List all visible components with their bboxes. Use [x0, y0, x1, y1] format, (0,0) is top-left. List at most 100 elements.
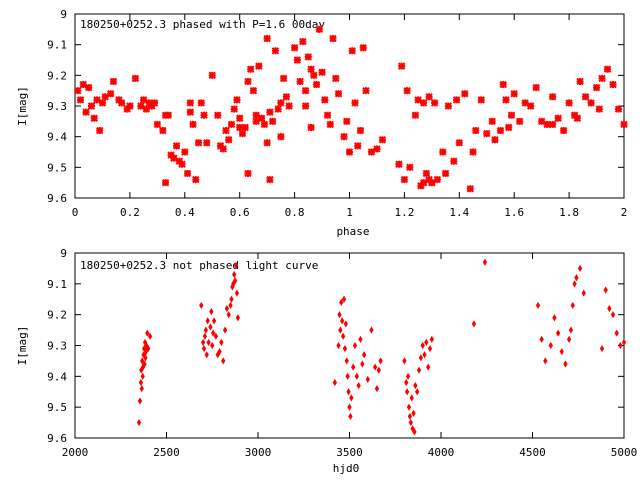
- data-point: [211, 317, 217, 325]
- data-point: [354, 372, 359, 380]
- data-point: [143, 354, 148, 362]
- data-point: [296, 77, 304, 86]
- data-point: [277, 99, 285, 107]
- data-point: [621, 338, 627, 347]
- data-point: [101, 93, 109, 101]
- data-point: [213, 332, 219, 340]
- data-point: [346, 388, 351, 396]
- x-tick-label: 0.4: [175, 206, 195, 219]
- data-point: [315, 25, 324, 34]
- data-point: [274, 105, 282, 113]
- data-point: [340, 332, 346, 340]
- data-point: [362, 86, 370, 95]
- data-point: [433, 175, 442, 184]
- data-point: [563, 360, 568, 368]
- data-point: [358, 335, 363, 343]
- data-point: [521, 99, 529, 107]
- data-point: [566, 335, 572, 343]
- data-point: [348, 47, 356, 55]
- data-point: [502, 96, 510, 104]
- data-point: [263, 139, 271, 147]
- data-point: [201, 344, 207, 353]
- data-point: [356, 126, 365, 135]
- data-point: [146, 344, 151, 353]
- x-tick-label: 2000: [62, 446, 89, 459]
- data-point: [90, 114, 98, 122]
- data-point: [233, 96, 241, 104]
- data-point: [439, 148, 447, 156]
- data-point: [595, 105, 604, 113]
- x-axis-label: phase: [336, 225, 369, 238]
- data-point: [142, 105, 151, 113]
- data-point: [543, 357, 548, 365]
- data-point: [441, 169, 450, 178]
- data-point: [235, 114, 244, 122]
- data-point: [415, 388, 420, 396]
- data-point: [203, 326, 208, 334]
- data-point: [95, 126, 104, 135]
- y-tick-label: 9.6: [47, 192, 67, 205]
- data-point: [260, 120, 269, 129]
- data-point: [343, 117, 351, 126]
- data-point: [427, 344, 433, 353]
- data-point: [282, 93, 291, 101]
- data-point: [222, 126, 230, 135]
- data-point: [483, 129, 491, 138]
- data-point: [581, 93, 590, 101]
- data-point: [452, 96, 461, 104]
- phased-light-curve-panel: 0 0.2 0.4 0.6 0.8 1 1.2 1.4 1.6 1.8 2 9 9.1 9.2 9.3 9.4…: [16, 8, 628, 238]
- y-tick-label: 9.2: [47, 69, 67, 82]
- data-point: [93, 96, 101, 104]
- data-point: [416, 366, 422, 374]
- data-point: [194, 139, 203, 147]
- data-point: [555, 329, 561, 337]
- y-tick-label: 9.4: [47, 370, 67, 383]
- data-point: [230, 105, 238, 113]
- data-point: [340, 132, 348, 141]
- data-point: [351, 363, 356, 371]
- data-point: [341, 295, 347, 303]
- data-point: [138, 378, 144, 387]
- data-point: [343, 320, 348, 328]
- data-point: [293, 56, 302, 64]
- data-point: [400, 175, 409, 184]
- data-point: [139, 96, 148, 104]
- data-point: [603, 286, 608, 294]
- data-point: [356, 381, 361, 390]
- x-tick-label: 2: [621, 206, 628, 219]
- data-point: [510, 90, 518, 98]
- data-point: [418, 354, 424, 362]
- chart-title: 180250+0252.3 phased with P=1.6 00day: [80, 18, 325, 31]
- data-point: [172, 142, 181, 150]
- data-point: [581, 289, 586, 297]
- data-point: [249, 86, 258, 95]
- x-tick-label: 4000: [428, 446, 455, 459]
- data-point: [153, 120, 162, 129]
- data-point: [559, 348, 564, 356]
- data-point: [117, 99, 126, 107]
- data-point: [238, 129, 247, 138]
- data-point: [466, 185, 474, 193]
- data-point: [365, 375, 370, 384]
- data-point: [419, 178, 428, 187]
- y-axis-label: I[mag]: [16, 326, 29, 366]
- data-point: [554, 114, 562, 122]
- data-point: [568, 326, 574, 334]
- data-point: [225, 136, 233, 144]
- data-point: [255, 62, 263, 70]
- x-tick-label: 3500: [336, 446, 363, 459]
- data-point: [565, 99, 573, 107]
- data-point: [559, 126, 568, 135]
- data-point: [411, 409, 416, 417]
- data-point: [232, 277, 238, 285]
- data-point: [607, 304, 612, 313]
- data-point: [419, 99, 428, 107]
- chart-title: 180250+0252.3 not phased light curve: [80, 259, 318, 272]
- data-point: [367, 148, 376, 156]
- data-point: [471, 320, 477, 328]
- data-point: [406, 403, 412, 411]
- y-tick-label: 9.3: [47, 100, 67, 113]
- data-point: [614, 105, 623, 113]
- data-point: [352, 341, 358, 350]
- data-point: [219, 145, 227, 153]
